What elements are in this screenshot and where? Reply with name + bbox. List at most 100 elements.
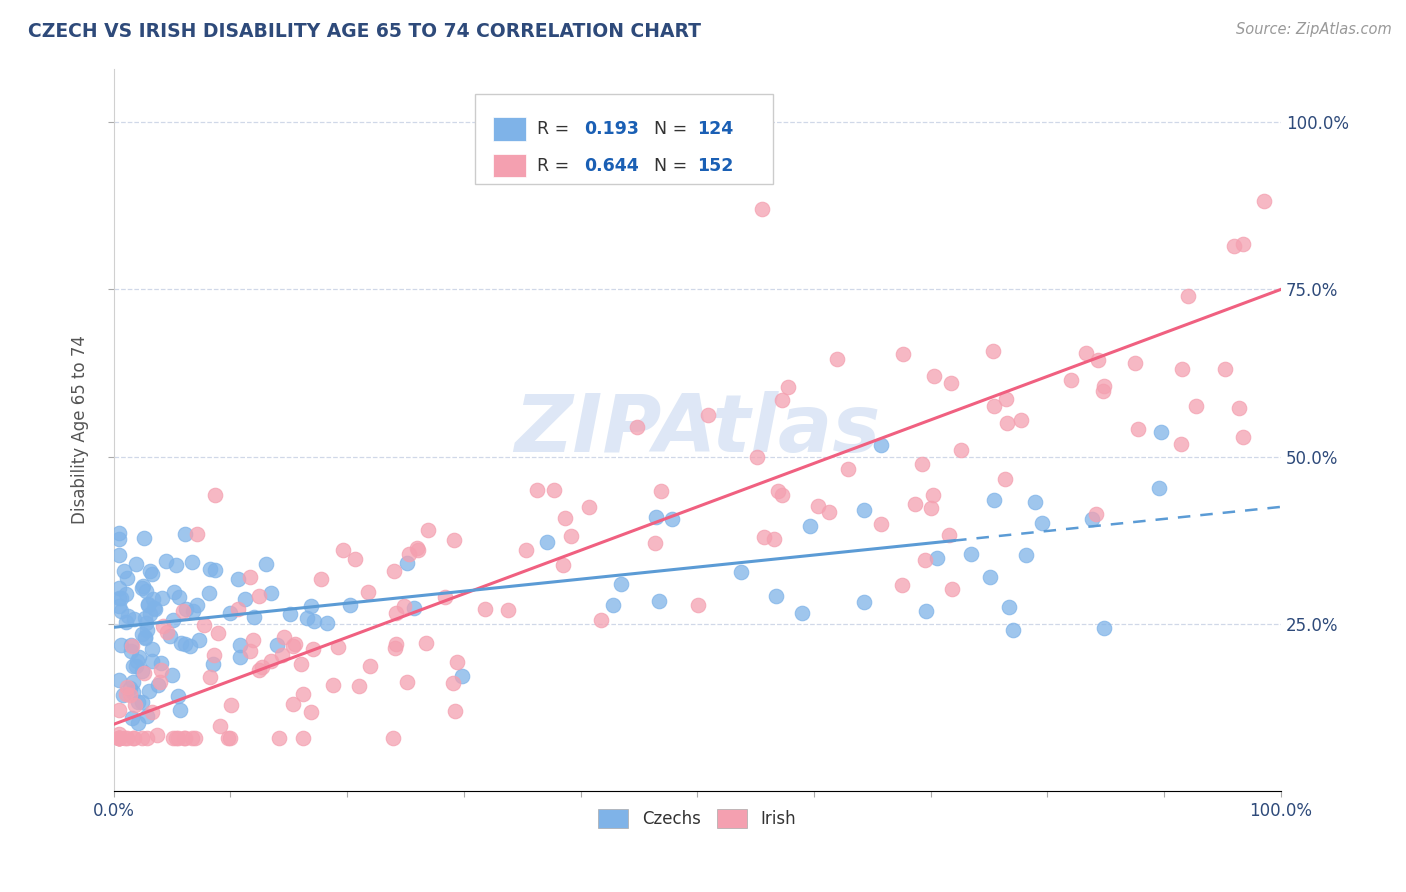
Point: [155, 554, 177, 568]
Text: Source: ZipAtlas.com: Source: ZipAtlas.com: [1236, 22, 1392, 37]
FancyBboxPatch shape: [494, 154, 526, 178]
Point: [284, 637, 307, 651]
Point: [184, 731, 207, 745]
Point: [122, 612, 145, 626]
Point: [995, 416, 1018, 430]
Point: [122, 674, 145, 689]
Point: [299, 599, 322, 613]
Point: [1185, 399, 1208, 413]
Point: [392, 599, 415, 613]
Point: [344, 552, 367, 566]
Point: [950, 442, 973, 457]
Point: [134, 630, 156, 644]
Point: [163, 584, 186, 599]
Point: [127, 654, 149, 668]
Point: [301, 641, 323, 656]
Point: [115, 731, 138, 745]
Point: [853, 595, 876, 609]
Point: [254, 557, 277, 571]
Point: [1123, 356, 1146, 370]
Point: [159, 629, 181, 643]
Point: [290, 657, 312, 672]
Point: [998, 600, 1021, 615]
Point: [995, 392, 1018, 406]
Point: [870, 437, 893, 451]
Point: [110, 604, 132, 618]
Point: [302, 614, 325, 628]
Point: [551, 558, 574, 573]
Point: [914, 604, 936, 618]
Point: [135, 709, 157, 723]
Point: [132, 531, 155, 545]
Point: [921, 488, 943, 502]
Point: [141, 654, 163, 668]
Point: [1081, 512, 1104, 526]
Point: [770, 488, 793, 502]
Point: [560, 528, 582, 542]
Point: [110, 638, 132, 652]
Text: 0.193: 0.193: [583, 120, 638, 138]
Point: [118, 681, 141, 695]
Point: [243, 609, 266, 624]
Point: [792, 607, 814, 621]
Point: [108, 532, 131, 546]
Point: [578, 500, 600, 514]
Point: [626, 420, 648, 434]
Point: [339, 599, 361, 613]
Point: [610, 576, 633, 591]
Point: [446, 655, 468, 669]
Point: [239, 644, 262, 658]
Point: [108, 731, 131, 745]
Point: [941, 376, 963, 390]
Point: [180, 555, 202, 569]
Point: [1024, 495, 1046, 509]
FancyBboxPatch shape: [494, 118, 526, 141]
Point: [108, 599, 131, 613]
Point: [135, 583, 157, 598]
Point: [526, 483, 548, 498]
Point: [396, 675, 419, 690]
Point: [124, 557, 146, 571]
Text: 0.644: 0.644: [583, 157, 638, 175]
Point: [134, 610, 156, 624]
Point: [121, 711, 143, 725]
Point: [114, 731, 136, 745]
Point: [117, 570, 139, 584]
Text: 152: 152: [697, 157, 734, 175]
Point: [124, 698, 146, 712]
Point: [121, 639, 143, 653]
Point: [1232, 430, 1254, 444]
Point: [960, 547, 983, 561]
Point: [115, 587, 138, 601]
Point: [120, 644, 142, 658]
Point: [229, 649, 252, 664]
Text: CZECH VS IRISH DISABILITY AGE 65 TO 74 CORRELATION CHART: CZECH VS IRISH DISABILITY AGE 65 TO 74 C…: [28, 22, 702, 41]
Point: [315, 616, 337, 631]
Point: [941, 582, 963, 597]
Point: [1001, 624, 1024, 638]
Point: [979, 570, 1001, 584]
Point: [169, 703, 191, 717]
Point: [396, 556, 419, 570]
Point: [661, 512, 683, 526]
Point: [994, 472, 1017, 486]
Point: [136, 598, 159, 612]
Point: [165, 558, 187, 572]
Point: [291, 731, 314, 745]
Point: [766, 484, 789, 499]
Point: [186, 527, 208, 541]
Point: [267, 731, 290, 745]
Point: [825, 351, 848, 366]
Point: [219, 731, 242, 745]
Point: [799, 518, 821, 533]
Point: [110, 591, 132, 606]
Point: [356, 584, 378, 599]
Point: [108, 731, 131, 745]
Point: [127, 715, 149, 730]
Point: [752, 530, 775, 544]
Point: [135, 731, 157, 745]
Point: [179, 639, 201, 653]
Point: [1170, 362, 1192, 376]
Point: [150, 663, 173, 677]
Point: [180, 731, 202, 745]
